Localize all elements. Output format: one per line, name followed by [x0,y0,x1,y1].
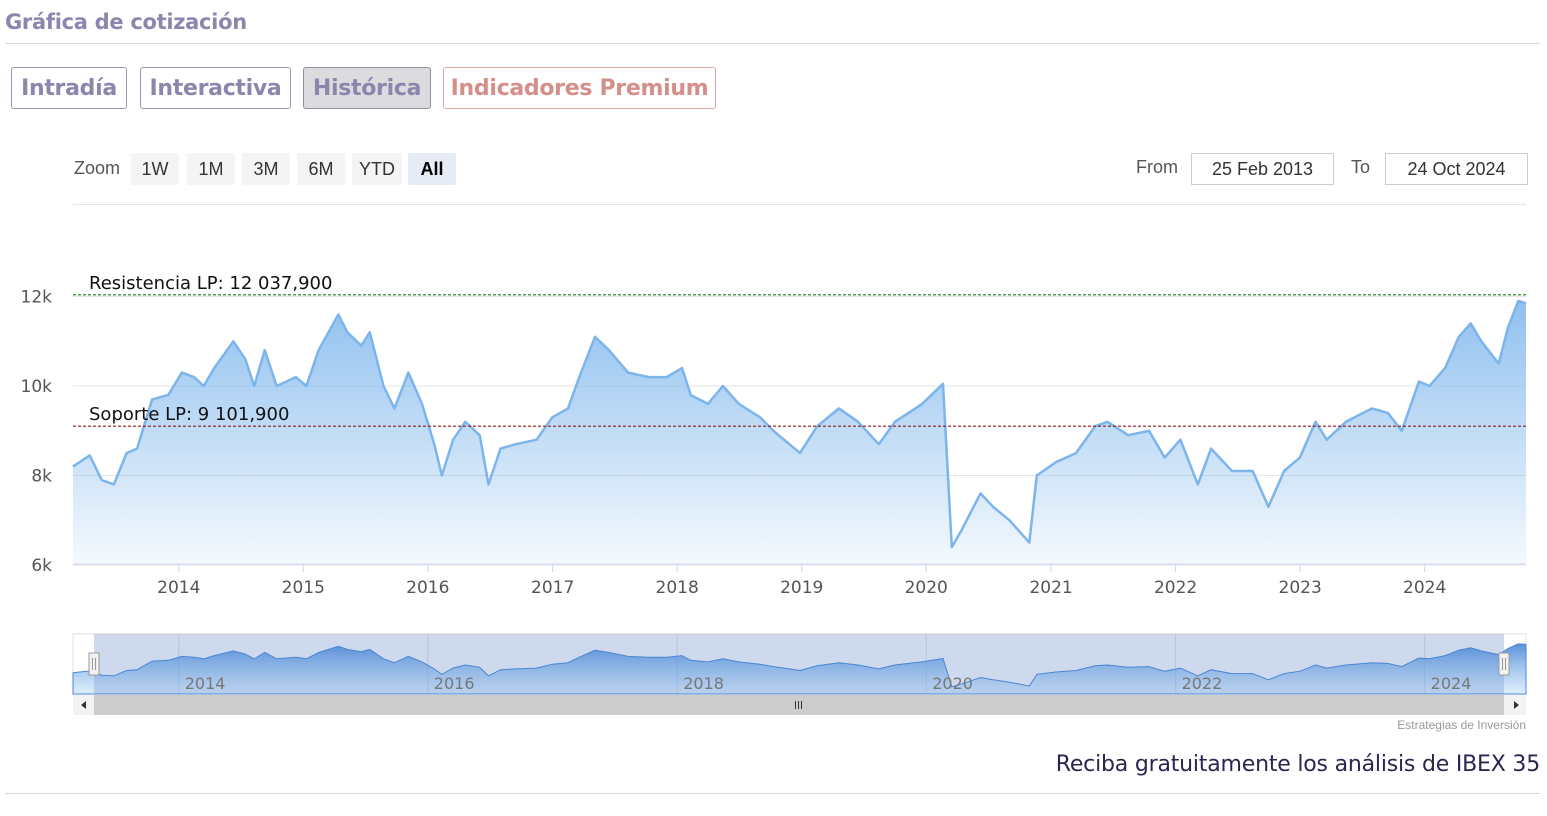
toolbar-divider [73,204,1526,205]
y-axis-labels: 6k 8k 10k 12k [21,288,53,577]
x-tick-label: 2016 [406,578,449,598]
navigator-tick-label: 2018 [683,674,724,693]
plot-line-label: Soporte LP: 9 101,900 [89,404,289,425]
promo-text[interactable]: Reciba gratuitamente los análisis de IBE… [1055,752,1540,777]
title-divider [5,43,1540,44]
x-tick-label: 2022 [1154,578,1197,598]
navigator-right-handle[interactable] [1498,652,1510,676]
y-tick-label: 8k [31,467,52,487]
x-tick-label: 2014 [157,578,200,598]
tab-historica[interactable]: Histórica [303,67,431,109]
section-title: Gráfica de cotización [5,10,247,34]
scrollbar-grip-icon [795,701,802,709]
to-label: To [1351,157,1371,177]
x-tick-label: 2021 [1029,578,1072,598]
y-tick-label: 12k [21,288,53,308]
series-area [73,301,1526,564]
tab-intradia[interactable]: Intradía [11,67,127,109]
tab-interactiva[interactable]: Interactiva [140,67,291,109]
navigator-left-handle[interactable] [88,652,100,676]
navigator-tick-label: 2014 [185,674,226,693]
zoom-6m-button[interactable]: 6M [297,153,345,185]
x-tick-label: 2017 [531,578,574,598]
navigator-tick-label: 2024 [1431,674,1472,693]
zoom-all-button[interactable]: All [408,153,456,185]
navigator-tick-label: 2016 [434,674,475,693]
zoom-ytd-button[interactable]: YTD [352,153,402,185]
y-tick-label: 6k [31,556,52,576]
navigator-tick-label: 2020 [932,674,973,693]
zoom-1w-button[interactable]: 1W [131,153,179,185]
navigator-series-area [72,643,1527,695]
from-label: From [1136,157,1178,177]
plot-lines: Resistencia LP: 12 037,900 Soporte LP: 9 … [73,273,1526,427]
to-date-input[interactable]: 24 Oct 2024 [1385,153,1528,185]
series-line [72,299,1527,549]
bottom-divider [5,793,1540,794]
x-axis-labels: 2014 2015 2016 2017 2018 2019 2020 2021 2022 2023… [157,564,1446,598]
scroll-right-arrow-icon[interactable] [1514,701,1519,709]
plot-line-label: Resistencia LP: 12 037,900 [89,273,332,294]
navigator-labels: 2014 2016 2018 2020 2022 2024 [185,674,1472,693]
from-date-input[interactable]: 25 Feb 2013 [1191,153,1334,185]
tab-indicadores-premium[interactable]: Indicadores Premium [443,67,716,109]
x-tick-label: 2024 [1403,578,1446,598]
chart-credits[interactable]: Estrategias de Inversión [1397,718,1526,732]
x-tick-label: 2019 [780,578,823,598]
x-tick-label: 2015 [282,578,325,598]
zoom-3m-button[interactable]: 3M [242,153,290,185]
x-tick-label: 2018 [656,578,699,598]
navigator-tick-label: 2022 [1182,674,1223,693]
x-tick-label: 2020 [905,578,948,598]
x-tick-label: 2023 [1279,578,1322,598]
zoom-1m-button[interactable]: 1M [187,153,235,185]
scroll-left-arrow-icon[interactable] [81,701,86,709]
y-tick-label: 10k [21,377,53,397]
zoom-label: Zoom [74,158,121,178]
